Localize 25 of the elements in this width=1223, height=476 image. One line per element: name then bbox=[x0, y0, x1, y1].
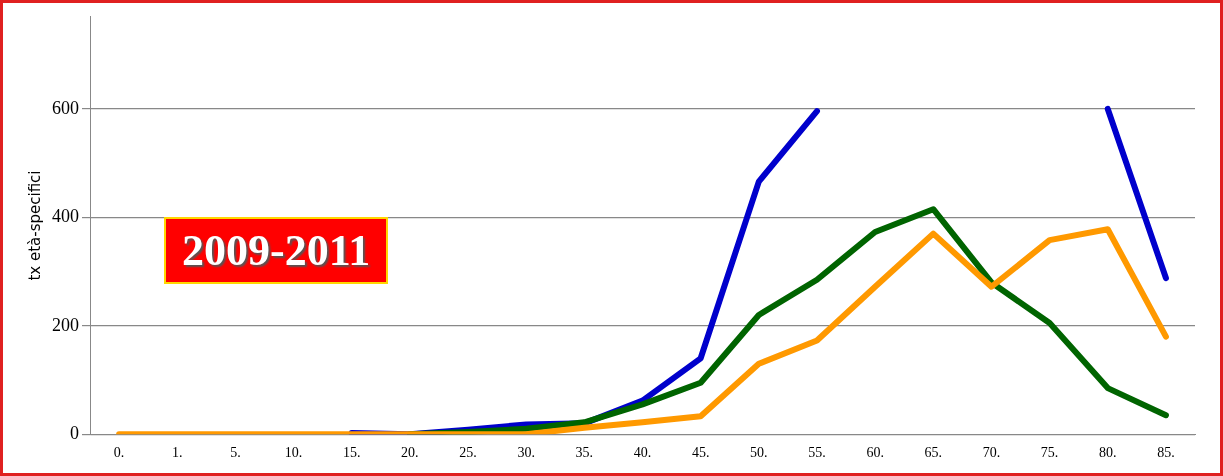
x-tick-label: 75. bbox=[1040, 445, 1059, 461]
x-tick-label: 15. bbox=[342, 445, 361, 461]
y-tick-label: 400 bbox=[52, 206, 79, 227]
y-tick-label: 600 bbox=[52, 97, 79, 118]
y-tick-label: 0 bbox=[70, 422, 79, 443]
x-tick-label: 5. bbox=[230, 445, 241, 461]
x-tick-label: 20. bbox=[401, 445, 419, 461]
x-tick-label: 40. bbox=[633, 445, 652, 461]
x-tick-label: 55. bbox=[808, 445, 826, 461]
y-axis-title: tx età-specifici bbox=[25, 170, 44, 281]
x-tick-label: 30. bbox=[517, 445, 535, 461]
x-tick-label: 25. bbox=[459, 445, 477, 461]
x-tick-label: 35. bbox=[575, 445, 594, 461]
x-tick-label: 70. bbox=[982, 445, 1001, 461]
annotation: 2009-2011 bbox=[164, 217, 389, 284]
x-tick-label: 45. bbox=[691, 445, 710, 461]
x-tick-label: 0. bbox=[113, 445, 125, 461]
x-tick-label: 85. bbox=[1157, 445, 1175, 461]
x-tick-label: 60. bbox=[866, 445, 884, 461]
x-tick-label: 50. bbox=[750, 445, 768, 461]
x-tick-label: 65. bbox=[924, 445, 943, 461]
x-tick-label: 80. bbox=[1099, 445, 1117, 461]
y-tick-label: 200 bbox=[52, 314, 79, 335]
x-tick-label: 1. bbox=[171, 445, 183, 461]
x-tick-label: 10. bbox=[284, 445, 303, 461]
